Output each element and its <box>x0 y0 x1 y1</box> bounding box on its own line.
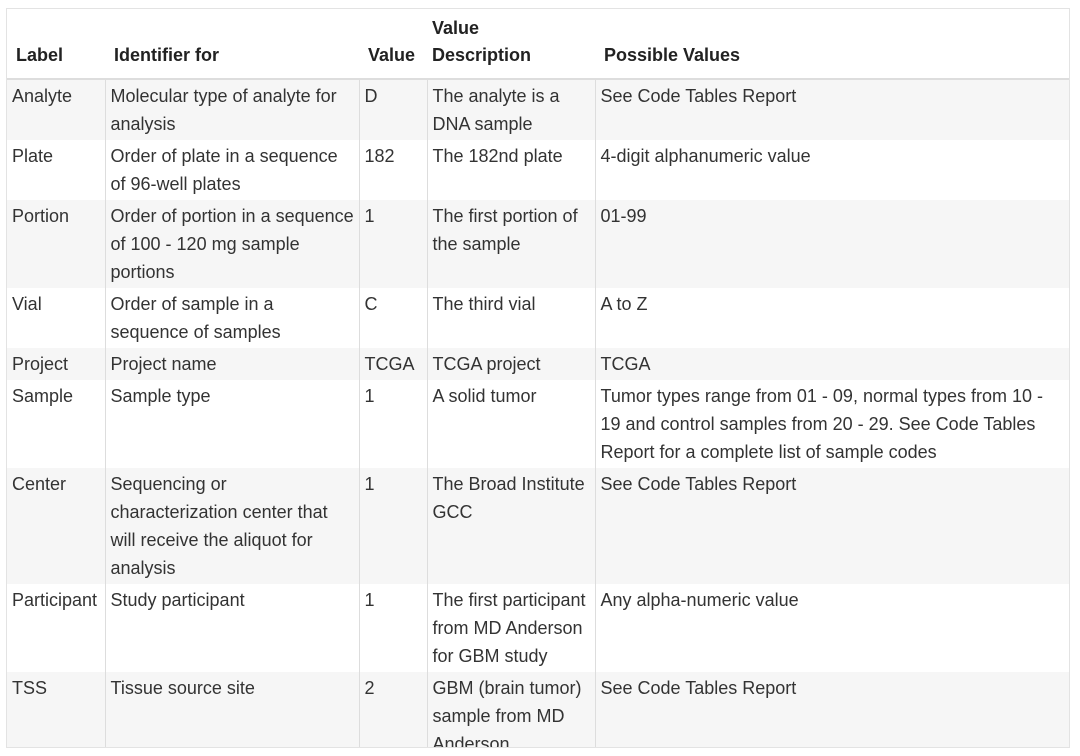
cell-possible-values: TCGA <box>594 348 1069 380</box>
cell-identifier-for: Project name <box>104 348 359 380</box>
table-header-row: Label Identifier for Value Value Descript… <box>7 9 1069 80</box>
header-value-description: Value Description <box>427 9 595 80</box>
cell-identifier-for: Molecular type of analyte for analysis <box>104 79 359 140</box>
table-row: Vial Order of sample in a sequence of sa… <box>7 288 1069 348</box>
cell-possible-values: See Code Tables Report <box>594 79 1069 140</box>
cell-identifier-for: Order of plate in a sequence of 96-well … <box>104 140 359 200</box>
header-value: Value <box>359 9 427 80</box>
cell-value: 1 <box>358 468 427 584</box>
cell-possible-values: See Code Tables Report <box>594 468 1069 584</box>
cell-value-description: A solid tumor <box>426 380 595 468</box>
table-row: Sample Sample type 1 A solid tumor Tumor… <box>7 380 1069 468</box>
header-value-description-line1: Value <box>432 18 480 38</box>
table-row: Plate Order of plate in a sequence of 96… <box>7 140 1069 200</box>
cell-identifier-for: Sequencing or characterization center th… <box>104 468 359 584</box>
table-row: Participant Study participant 1 The firs… <box>7 584 1069 672</box>
cell-identifier-for: Tissue source site <box>104 672 359 747</box>
cell-value: 182 <box>358 140 427 200</box>
table-row: Project Project name TCGA TCGA project T… <box>7 348 1069 380</box>
cell-label: Vial <box>7 288 105 348</box>
header-identifier-for: Identifier for <box>105 9 359 80</box>
cell-identifier-for: Study participant <box>104 584 359 672</box>
cell-value: D <box>358 79 427 140</box>
cell-label: Plate <box>7 140 105 200</box>
cell-value: 1 <box>358 200 427 288</box>
cell-possible-values: See Code Tables Report <box>594 672 1069 747</box>
cell-label: Analyte <box>7 79 105 140</box>
cell-label: TSS <box>7 672 105 747</box>
cell-value-description: The 182nd plate <box>426 140 595 200</box>
cell-identifier-for: Order of portion in a sequence of 100 - … <box>104 200 359 288</box>
cell-value-description: The Broad Institute GCC <box>426 468 595 584</box>
cell-value: TCGA <box>358 348 427 380</box>
cell-label: Center <box>7 468 105 584</box>
cell-value-description: TCGA project <box>426 348 595 380</box>
barcode-table-container: Label Identifier for Value Value Descript… <box>6 8 1070 748</box>
cell-possible-values: 01-99 <box>594 200 1069 288</box>
cell-value-description: The first portion of the sample <box>426 200 595 288</box>
table-row: Analyte Molecular type of analyte for an… <box>7 79 1069 140</box>
cell-possible-values: Any alpha-numeric value <box>594 584 1069 672</box>
header-label: Label <box>7 9 105 80</box>
cell-value-description: The analyte is a DNA sample <box>426 79 595 140</box>
cell-possible-values: A to Z <box>594 288 1069 348</box>
table-row: Center Sequencing or characterization ce… <box>7 468 1069 584</box>
cell-value-description: The first participant from MD Anderson f… <box>426 584 595 672</box>
cell-identifier-for: Order of sample in a sequence of samples <box>104 288 359 348</box>
barcode-table: Label Identifier for Value Value Descript… <box>7 9 1069 747</box>
cell-value: C <box>358 288 427 348</box>
table-row: TSS Tissue source site 2 GBM (brain tumo… <box>7 672 1069 747</box>
cell-possible-values: 4-digit alphanumeric value <box>594 140 1069 200</box>
cell-value-description: GBM (brain tumor) sample from MD Anderso… <box>426 672 595 747</box>
cell-value: 1 <box>358 380 427 468</box>
cell-value: 1 <box>358 584 427 672</box>
header-possible-values: Possible Values <box>595 9 1069 80</box>
header-value-description-line2: Description <box>432 45 532 65</box>
cell-label: Sample <box>7 380 105 468</box>
table-row: Portion Order of portion in a sequence o… <box>7 200 1069 288</box>
cell-identifier-for: Sample type <box>104 380 359 468</box>
cell-value: 2 <box>358 672 427 747</box>
cell-possible-values: Tumor types range from 01 - 09, normal t… <box>594 380 1069 468</box>
cell-label: Portion <box>7 200 105 288</box>
cell-label: Project <box>7 348 105 380</box>
cell-label: Participant <box>7 584 105 672</box>
cell-value-description: The third vial <box>426 288 595 348</box>
